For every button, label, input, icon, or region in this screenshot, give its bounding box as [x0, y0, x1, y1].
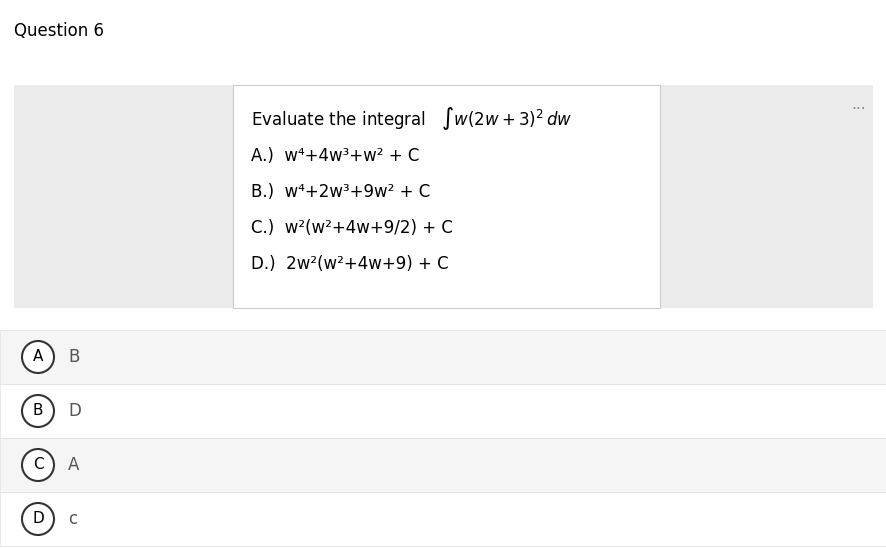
- Circle shape: [22, 395, 54, 427]
- Circle shape: [22, 449, 54, 481]
- Text: B: B: [68, 348, 79, 366]
- Circle shape: [22, 341, 54, 373]
- FancyBboxPatch shape: [0, 438, 886, 492]
- FancyBboxPatch shape: [14, 85, 233, 308]
- Text: Question 6: Question 6: [14, 22, 104, 40]
- Text: C: C: [33, 458, 43, 472]
- Text: D: D: [32, 511, 43, 527]
- FancyBboxPatch shape: [0, 492, 886, 546]
- Text: Evaluate the integral   $\int w(2w + 3)^2 \, dw$: Evaluate the integral $\int w(2w + 3)^2 …: [251, 105, 571, 132]
- Text: C.)  w²(w²+4w+9/2) + C: C.) w²(w²+4w+9/2) + C: [251, 219, 453, 237]
- Circle shape: [22, 503, 54, 535]
- FancyBboxPatch shape: [233, 85, 659, 308]
- Text: D.)  2w²(w²+4w+9) + C: D.) 2w²(w²+4w+9) + C: [251, 255, 448, 273]
- Text: A: A: [33, 350, 43, 364]
- Text: B.)  w⁴+2w³+9w² + C: B.) w⁴+2w³+9w² + C: [251, 183, 430, 201]
- FancyBboxPatch shape: [659, 85, 872, 308]
- Text: A.)  w⁴+4w³+w² + C: A.) w⁴+4w³+w² + C: [251, 147, 419, 165]
- FancyBboxPatch shape: [0, 384, 886, 438]
- Text: c: c: [68, 510, 77, 528]
- Text: D: D: [68, 402, 81, 420]
- Text: A: A: [68, 456, 79, 474]
- FancyBboxPatch shape: [0, 330, 886, 384]
- Text: B: B: [33, 403, 43, 419]
- Text: ...: ...: [851, 97, 865, 112]
